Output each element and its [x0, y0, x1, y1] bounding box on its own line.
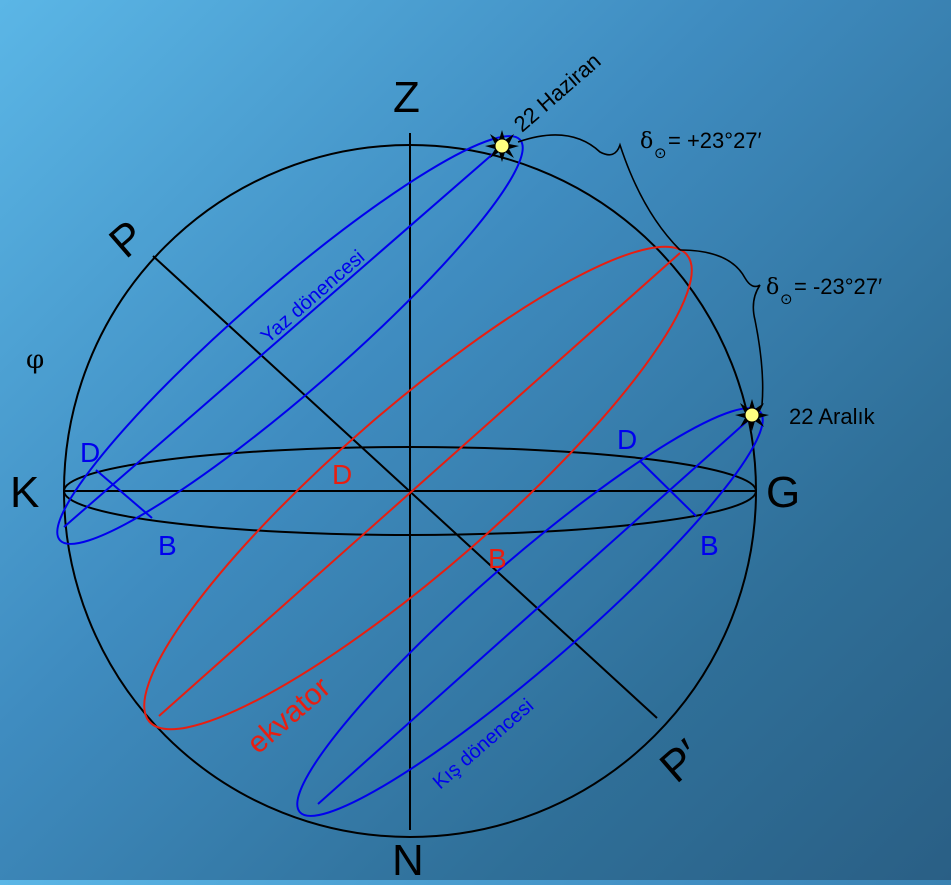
label-zenith: Z [393, 73, 420, 122]
equator-diameter [158, 252, 681, 717]
label-equator-rise: D [332, 459, 352, 490]
summer-declination-brace [517, 134, 681, 251]
summer-sun-symbol: ⊙ [654, 144, 667, 162]
equator-circle [143, 245, 693, 731]
label-equator: ekvator [241, 671, 337, 760]
label-pole: P [100, 211, 154, 267]
label-pole-south: P′ [651, 730, 712, 792]
label-summer-set: B [158, 530, 177, 561]
label-nadir: N [392, 836, 424, 880]
label-summer-date: 22 Haziran [509, 48, 606, 137]
winter-declination-label: δ ⊙ = -23°27′ [766, 274, 882, 308]
winter-horizon-connector [639, 460, 697, 517]
label-winter-date: 22 Aralık [789, 404, 876, 429]
summer-tropic-diameter [63, 145, 503, 528]
winter-tropic-circle [296, 407, 764, 817]
label-north: K [10, 468, 39, 517]
label-winter-set: B [700, 530, 719, 561]
label-equator-set: B [488, 543, 507, 574]
summer-delta: δ [640, 129, 653, 154]
label-summer-rise: D [80, 437, 100, 468]
summer-horizon-connector [95, 469, 153, 519]
winter-tropic-diameter [317, 414, 755, 805]
winter-sun-icon [735, 399, 769, 431]
winter-declination-brace [679, 249, 764, 406]
summer-tropic-circle [56, 135, 524, 545]
polar-axis [152, 255, 658, 719]
winter-sun-symbol: ⊙ [780, 290, 793, 308]
summer-declination-label: δ ⊙ = +23°27′ [640, 128, 762, 162]
summer-declination-value: = +23°27′ [668, 128, 762, 153]
label-winter-tropic: Kış dönencesi [429, 695, 538, 794]
label-winter-rise: D [617, 424, 637, 455]
winter-declination-value: = -23°27′ [794, 274, 882, 299]
label-latitude: φ [26, 345, 44, 375]
label-south: G [766, 468, 800, 517]
winter-delta: δ [766, 275, 779, 300]
label-summer-tropic: Yaz dönencesi [257, 246, 369, 348]
summer-sun-icon [485, 130, 519, 162]
